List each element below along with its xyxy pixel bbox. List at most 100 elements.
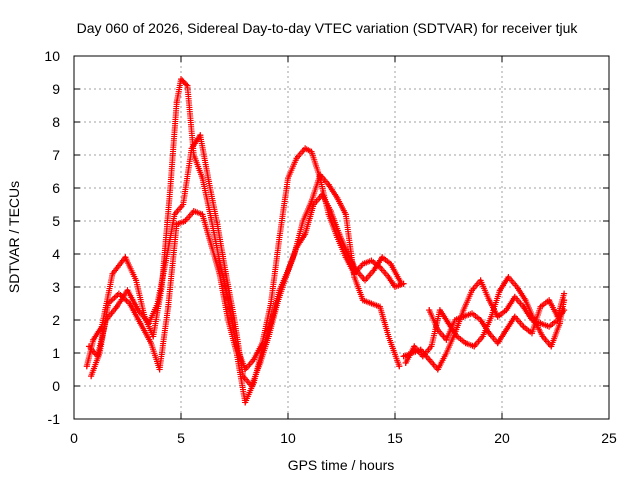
data-point bbox=[180, 201, 187, 208]
data-point bbox=[359, 297, 366, 304]
data-point bbox=[377, 303, 384, 310]
data-point bbox=[528, 330, 535, 337]
data-point bbox=[419, 353, 426, 360]
data-point bbox=[554, 313, 561, 320]
series-marks-track-c bbox=[88, 191, 405, 406]
data-point bbox=[231, 317, 238, 323]
data-point bbox=[115, 290, 122, 297]
data-point bbox=[368, 257, 375, 264]
data-point bbox=[511, 293, 518, 300]
data-point bbox=[398, 280, 405, 287]
data-point bbox=[165, 303, 172, 310]
data-point bbox=[402, 359, 409, 366]
data-point bbox=[370, 267, 377, 274]
data-point bbox=[171, 211, 178, 218]
data-point bbox=[285, 267, 291, 274]
x-tick-label: 10 bbox=[280, 430, 296, 446]
y-tick-label: 4 bbox=[52, 246, 60, 262]
data-point bbox=[207, 214, 214, 221]
data-point bbox=[486, 297, 493, 304]
data-point bbox=[124, 287, 131, 294]
data-point bbox=[469, 287, 476, 294]
data-point bbox=[173, 99, 180, 106]
data-point bbox=[184, 82, 191, 89]
data-point bbox=[496, 287, 503, 294]
data-point bbox=[436, 307, 443, 314]
data-point bbox=[85, 343, 92, 350]
data-point bbox=[334, 194, 341, 201]
data-point bbox=[392, 284, 398, 290]
data-point bbox=[511, 313, 518, 320]
data-point bbox=[276, 234, 283, 241]
data-point bbox=[336, 231, 343, 238]
data-point bbox=[88, 373, 95, 380]
data-point bbox=[267, 320, 274, 327]
data-point bbox=[368, 300, 375, 307]
data-point bbox=[207, 241, 214, 248]
data-point bbox=[342, 211, 349, 218]
y-tick-label: 10 bbox=[44, 48, 60, 64]
y-tick-label: 8 bbox=[52, 114, 60, 130]
y-tick-label: -1 bbox=[48, 411, 61, 427]
data-point bbox=[173, 221, 180, 228]
data-point bbox=[469, 310, 476, 317]
data-point bbox=[167, 185, 174, 191]
data-point bbox=[233, 350, 240, 356]
y-tick-label: 2 bbox=[52, 312, 60, 328]
series-track-b bbox=[85, 132, 403, 389]
x-axis-label: GPS time / hours bbox=[288, 457, 395, 473]
data-point bbox=[443, 350, 450, 356]
data-point bbox=[325, 181, 332, 188]
data-point bbox=[434, 366, 441, 373]
data-point bbox=[293, 244, 300, 251]
data-point bbox=[494, 313, 501, 320]
data-point bbox=[133, 277, 140, 284]
data-point bbox=[327, 208, 334, 215]
x-tick-labels: 0 5 10 15 20 25 bbox=[70, 430, 617, 446]
data-point bbox=[197, 132, 204, 139]
data-point bbox=[113, 303, 120, 310]
series-marks-track-b bbox=[86, 132, 403, 389]
data-point bbox=[546, 297, 553, 304]
data-point bbox=[396, 363, 403, 370]
data-point bbox=[317, 171, 324, 178]
data-point bbox=[135, 307, 142, 314]
data-point bbox=[362, 277, 369, 284]
y-tick-label: 7 bbox=[52, 147, 60, 163]
data-point bbox=[494, 340, 501, 347]
data-point bbox=[178, 76, 184, 83]
data-point bbox=[285, 175, 291, 182]
data-point bbox=[426, 307, 433, 314]
data-point bbox=[537, 303, 544, 310]
series-track-f bbox=[426, 290, 568, 347]
data-point bbox=[188, 145, 195, 152]
data-point bbox=[434, 326, 441, 333]
data-point bbox=[471, 343, 478, 350]
series-track-e bbox=[402, 274, 568, 366]
data-point bbox=[310, 201, 317, 208]
data-point bbox=[477, 277, 484, 284]
data-point bbox=[205, 178, 212, 185]
data-point bbox=[520, 323, 527, 330]
data-point bbox=[451, 317, 458, 323]
data-point bbox=[293, 155, 300, 162]
data-point bbox=[385, 333, 392, 340]
x-tick-label: 0 bbox=[70, 430, 78, 446]
x-tick-label: 15 bbox=[387, 430, 403, 446]
chart-title: Day 060 of 2026, Sidereal Day-to-day VTE… bbox=[77, 20, 579, 36]
data-point bbox=[486, 330, 493, 337]
data-point bbox=[479, 333, 486, 340]
data-point bbox=[359, 260, 366, 267]
data-point bbox=[299, 218, 306, 224]
x-tick-label: 5 bbox=[177, 430, 185, 446]
y-tick-label: 1 bbox=[52, 345, 60, 361]
data-point bbox=[199, 175, 206, 182]
x-tick-label: 25 bbox=[601, 430, 617, 446]
data-point bbox=[477, 317, 484, 323]
y-tick-label: 5 bbox=[52, 213, 60, 229]
data-point bbox=[503, 326, 510, 333]
data-point bbox=[445, 320, 452, 327]
data-point bbox=[556, 320, 563, 327]
data-point bbox=[428, 343, 435, 350]
data-point bbox=[520, 303, 527, 310]
